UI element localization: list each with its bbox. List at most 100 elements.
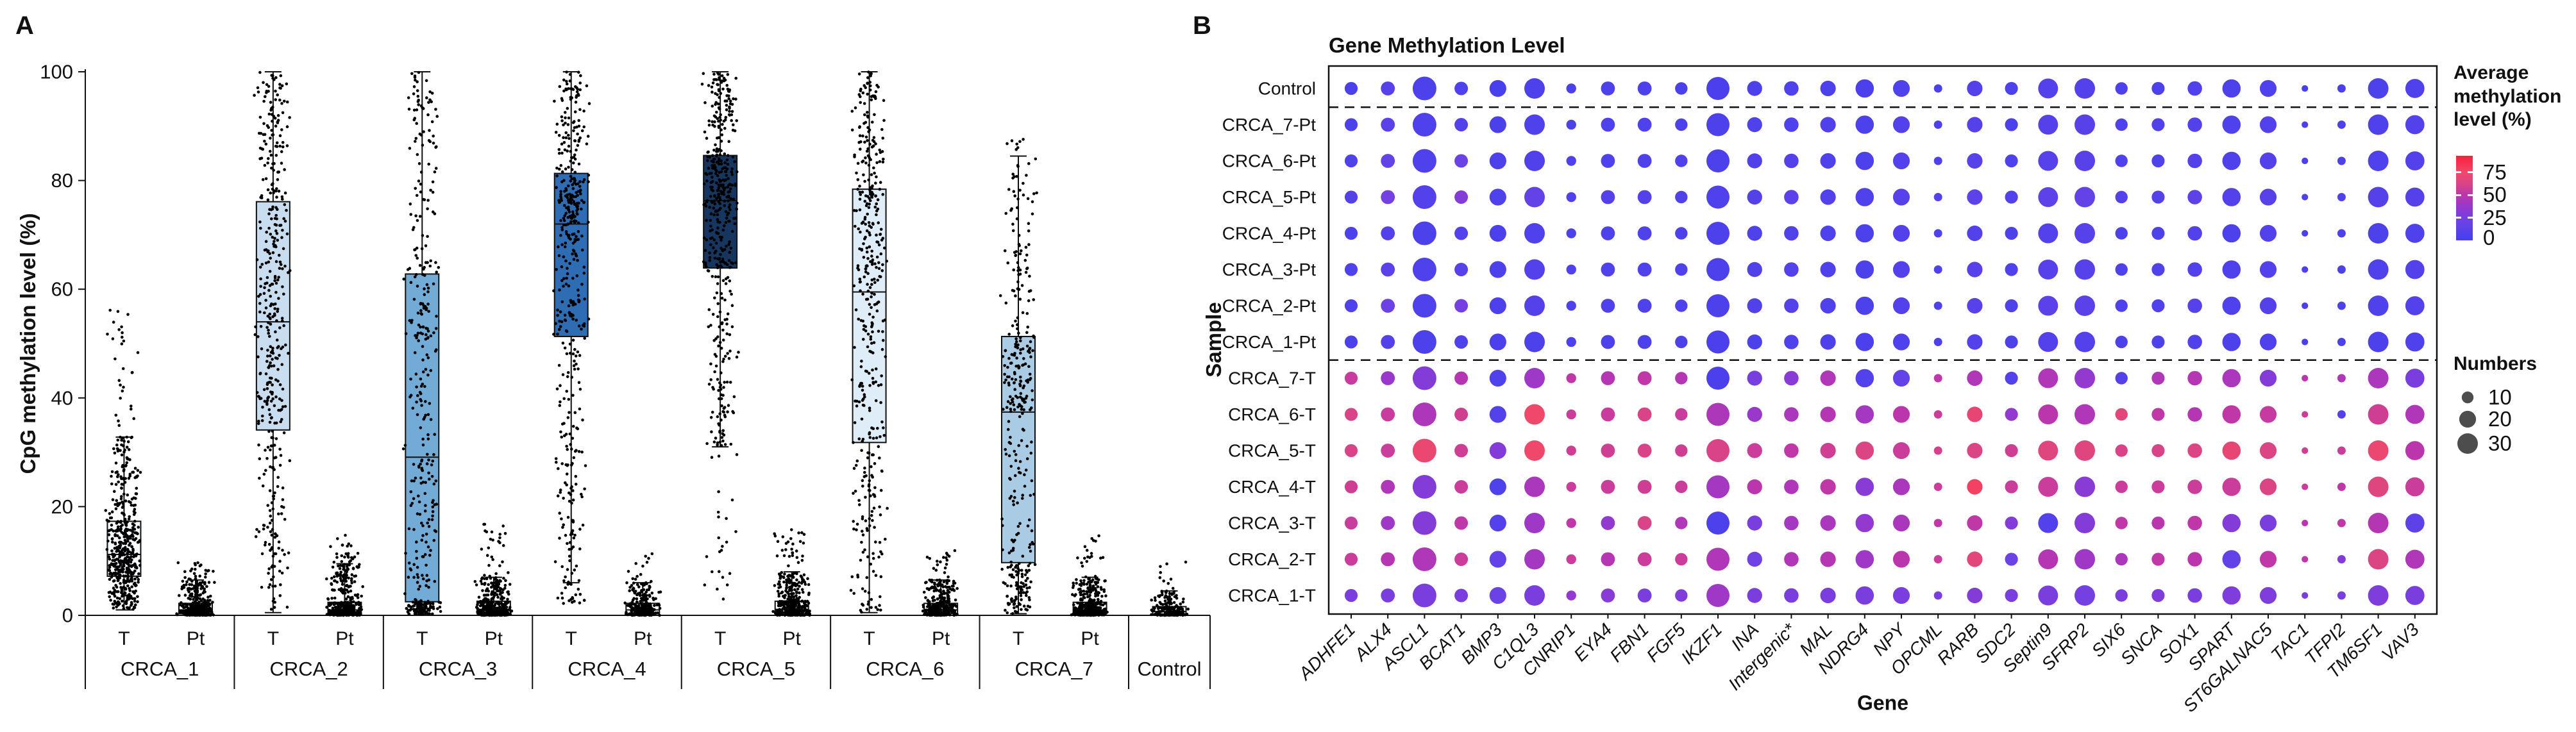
box-CRCA_2-T-point xyxy=(269,448,272,452)
box-CRCA_4-T-point xyxy=(581,523,585,527)
box-CRCA_4-T-point xyxy=(566,267,569,270)
box-CRCA_2-T-point xyxy=(264,142,268,146)
box-CRCA_4-T-point xyxy=(571,529,575,533)
box-CRCA_4-T-point xyxy=(578,136,582,140)
box-CRCA_5-T-point xyxy=(703,130,707,134)
box-CRCA_4-T-point xyxy=(556,332,559,336)
a-y-tick-label: 100 xyxy=(40,61,73,83)
box-CRCA_1-T-point xyxy=(108,572,112,576)
box-CRCA_3-T-point xyxy=(427,162,430,166)
box-CRCA_5-T-point xyxy=(709,224,712,228)
box-CRCA_2-T-point xyxy=(264,449,267,452)
box-CRCA_2-Pt-point xyxy=(358,563,361,566)
box-CRCA_4-T-point xyxy=(575,564,578,568)
box-CRCA_3-T-point xyxy=(419,462,422,466)
box-CRCA_3-T-point xyxy=(413,117,417,120)
box-CRCA_5-Pt-point xyxy=(777,603,780,607)
box-CRCA_2-Pt-point xyxy=(349,544,353,547)
box-CRCA_6-T-point xyxy=(867,154,871,158)
box-CRCA_5-T-point xyxy=(729,442,733,446)
box-CRCA_2-Pt-point xyxy=(348,563,351,567)
box-CRCA_5-T-point xyxy=(717,344,720,347)
box-CRCA_1-T-point xyxy=(118,536,121,540)
box-CRCA_6-T-point xyxy=(861,399,864,402)
box-CRCA_1-T-point xyxy=(120,591,123,594)
box-CRCA_3-T-point xyxy=(423,265,426,269)
box-CRCA_1-T-point xyxy=(126,440,130,444)
box-CRCA_3-T-point xyxy=(425,540,428,544)
box-CRCA_4-T-point xyxy=(581,248,584,252)
box-CRCA_4-T-point xyxy=(571,489,575,492)
box-CRCA_3-T-point xyxy=(416,256,419,260)
box-CRCA_4-T-point xyxy=(576,144,580,147)
box-CRCA_2-Pt-point xyxy=(328,610,332,613)
box-CRCA_2-T-point xyxy=(264,469,267,472)
box-CRCA_1-T-point xyxy=(115,443,119,447)
box-CRCA_5-Pt-point xyxy=(798,595,802,599)
box-CRCA_1-Pt-point xyxy=(194,588,198,592)
box-CRCA_5-Pt-point xyxy=(795,578,798,581)
box-CRCA_6-T-point xyxy=(868,142,871,146)
box-CRCA_2-T-point xyxy=(281,319,284,323)
box-CRCA_5-T-point xyxy=(717,124,721,128)
box-CRCA_3-T-point xyxy=(415,401,418,404)
box-CRCA_5-T-point xyxy=(712,206,715,210)
box-CRCA_2-T-point xyxy=(279,583,282,586)
box-CRCA_2-T-point xyxy=(266,526,269,529)
box-CRCA_4-T-point xyxy=(564,116,567,120)
box-CRCA_1-T-point xyxy=(131,551,135,554)
box-CRCA_6-T-point xyxy=(873,281,877,285)
box-CRCA_3-T-point xyxy=(419,309,423,312)
box-CRCA_6-Pt-point xyxy=(936,583,939,586)
box-CRCA_2-T-point xyxy=(271,303,275,306)
box-CRCA_4-Pt-point xyxy=(642,588,646,592)
box-CRCA_3-Pt-point xyxy=(484,600,487,603)
box-CRCA_1-T-point xyxy=(133,467,137,470)
box-CRCA_4-Pt-point xyxy=(626,613,630,617)
box-CRCA_5-T-point xyxy=(718,397,721,401)
box-CRCA_4-T-point xyxy=(566,222,569,226)
box-CRCA_4-T-point xyxy=(570,376,573,379)
box-CRCA_6-T-point xyxy=(869,186,872,190)
box-CRCA_5-T-point xyxy=(732,395,736,399)
box-CRCA_4-T-point xyxy=(568,432,572,436)
box-CRCA_2-T-point xyxy=(274,245,278,249)
box-CRCA_6-T-point xyxy=(863,84,866,87)
box-CRCA_2-T-point xyxy=(274,89,277,93)
box-CRCA_4-Pt-point xyxy=(623,601,627,604)
box-CRCA_3-T-point xyxy=(426,337,430,340)
box-CRCA_6-T-point xyxy=(868,224,871,228)
box-CRCA_5-T-point xyxy=(716,282,720,285)
box-CRCA_2-T-point xyxy=(271,397,274,401)
box-CRCA_6-T-point xyxy=(875,233,878,237)
box-CRCA_2-T-point xyxy=(269,364,273,368)
box-CRCA_2-T-point xyxy=(272,115,276,118)
box-CRCA_1-T-point xyxy=(110,470,114,474)
box-CRCA_2-T-point xyxy=(254,325,257,329)
box-CRCA_5-T-point xyxy=(719,253,722,256)
box-CRCA_6-T-point xyxy=(861,587,864,590)
box-CRCA_4-Pt-point xyxy=(639,597,643,600)
box-CRCA_6-T-point xyxy=(866,555,870,558)
box-CRCA_5-T-point xyxy=(709,324,712,327)
box-CRCA_3-Pt-point xyxy=(503,531,507,535)
box-CRCA_5-Pt-point xyxy=(773,532,776,535)
box-CRCA_6-T-point xyxy=(869,335,873,338)
box-CRCA_5-T-point xyxy=(734,261,737,265)
box-CRCA_4-T-point xyxy=(573,157,577,161)
box-CRCA_2-Pt-point xyxy=(354,574,358,578)
box-CRCA_6-T-point xyxy=(881,338,885,342)
box-CRCA_5-T-point xyxy=(708,256,712,259)
box-CRCA_3-T-point xyxy=(432,605,435,608)
box-CRCA_3-T-point xyxy=(417,465,421,468)
box-CRCA_2-T-point xyxy=(267,331,271,335)
box-CRCA_6-T-point xyxy=(875,265,878,269)
box-CRCA_6-T-point xyxy=(858,208,862,212)
box-CRCA_6-T-point xyxy=(867,451,871,455)
box-CRCA_5-T-point xyxy=(716,137,719,140)
box-CRCA_4-T-point xyxy=(569,463,573,467)
box-CRCA_6-T-point xyxy=(875,309,879,313)
box-CRCA_3-Pt-point xyxy=(498,589,501,593)
box-CRCA_6-T-point xyxy=(878,541,882,544)
box-CRCA_1-T-point xyxy=(123,549,126,553)
